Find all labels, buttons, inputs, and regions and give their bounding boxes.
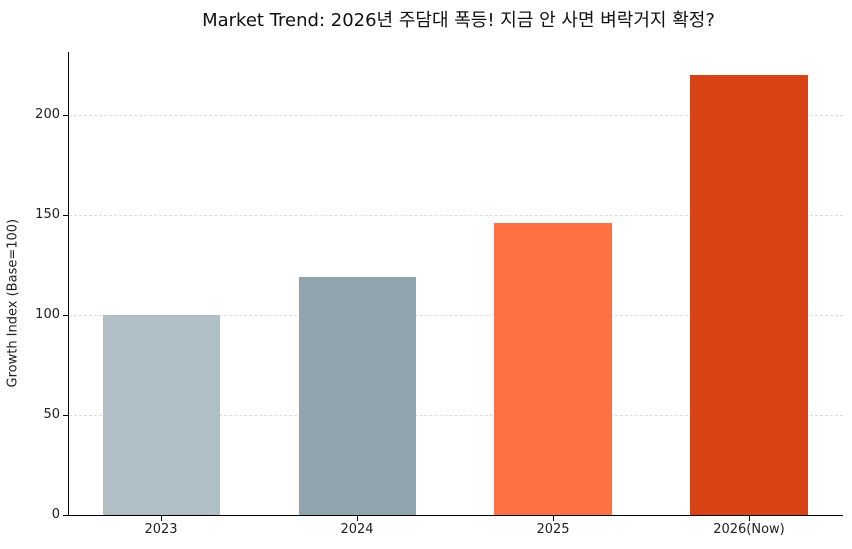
xtick-2025 bbox=[553, 516, 554, 521]
ytick-50 bbox=[63, 415, 68, 416]
bar-2024 bbox=[299, 277, 416, 515]
xtick-2023 bbox=[161, 516, 162, 521]
xtick-2024 bbox=[357, 516, 358, 521]
xtick-label-2026: 2026(Now) bbox=[713, 522, 785, 537]
x-axis-line bbox=[68, 515, 843, 516]
ytick-label-150: 150 bbox=[35, 207, 60, 222]
plot-area: 0 50 100 150 200 2023 2024 2025 2026(Now… bbox=[35, 52, 843, 537]
xtick-label-2025: 2025 bbox=[536, 522, 570, 537]
ytick-200 bbox=[63, 115, 68, 116]
xtick-2026 bbox=[749, 516, 750, 521]
ytick-150 bbox=[63, 215, 68, 216]
ytick-label-200: 200 bbox=[35, 107, 60, 122]
gridline-200 bbox=[69, 115, 843, 116]
xtick-label-2023: 2023 bbox=[144, 522, 178, 537]
ytick-label-0: 0 bbox=[51, 507, 60, 522]
y-axis-line bbox=[68, 52, 69, 516]
gridline-50 bbox=[69, 415, 843, 416]
gridline-100 bbox=[69, 315, 843, 316]
ytick-100 bbox=[63, 315, 68, 316]
ytick-label-100: 100 bbox=[35, 307, 60, 322]
chart-title: Market Trend: 2026년 주담대 폭등! 지금 안 사면 벼락거지… bbox=[202, 10, 715, 31]
bar-2023 bbox=[103, 315, 220, 515]
ytick-0 bbox=[63, 515, 68, 516]
xtick-label-2024: 2024 bbox=[340, 522, 374, 537]
gridline-150 bbox=[69, 215, 843, 216]
ytick-label-50: 50 bbox=[43, 407, 60, 422]
bar-2025 bbox=[494, 223, 612, 515]
bar-2026 bbox=[690, 75, 808, 515]
